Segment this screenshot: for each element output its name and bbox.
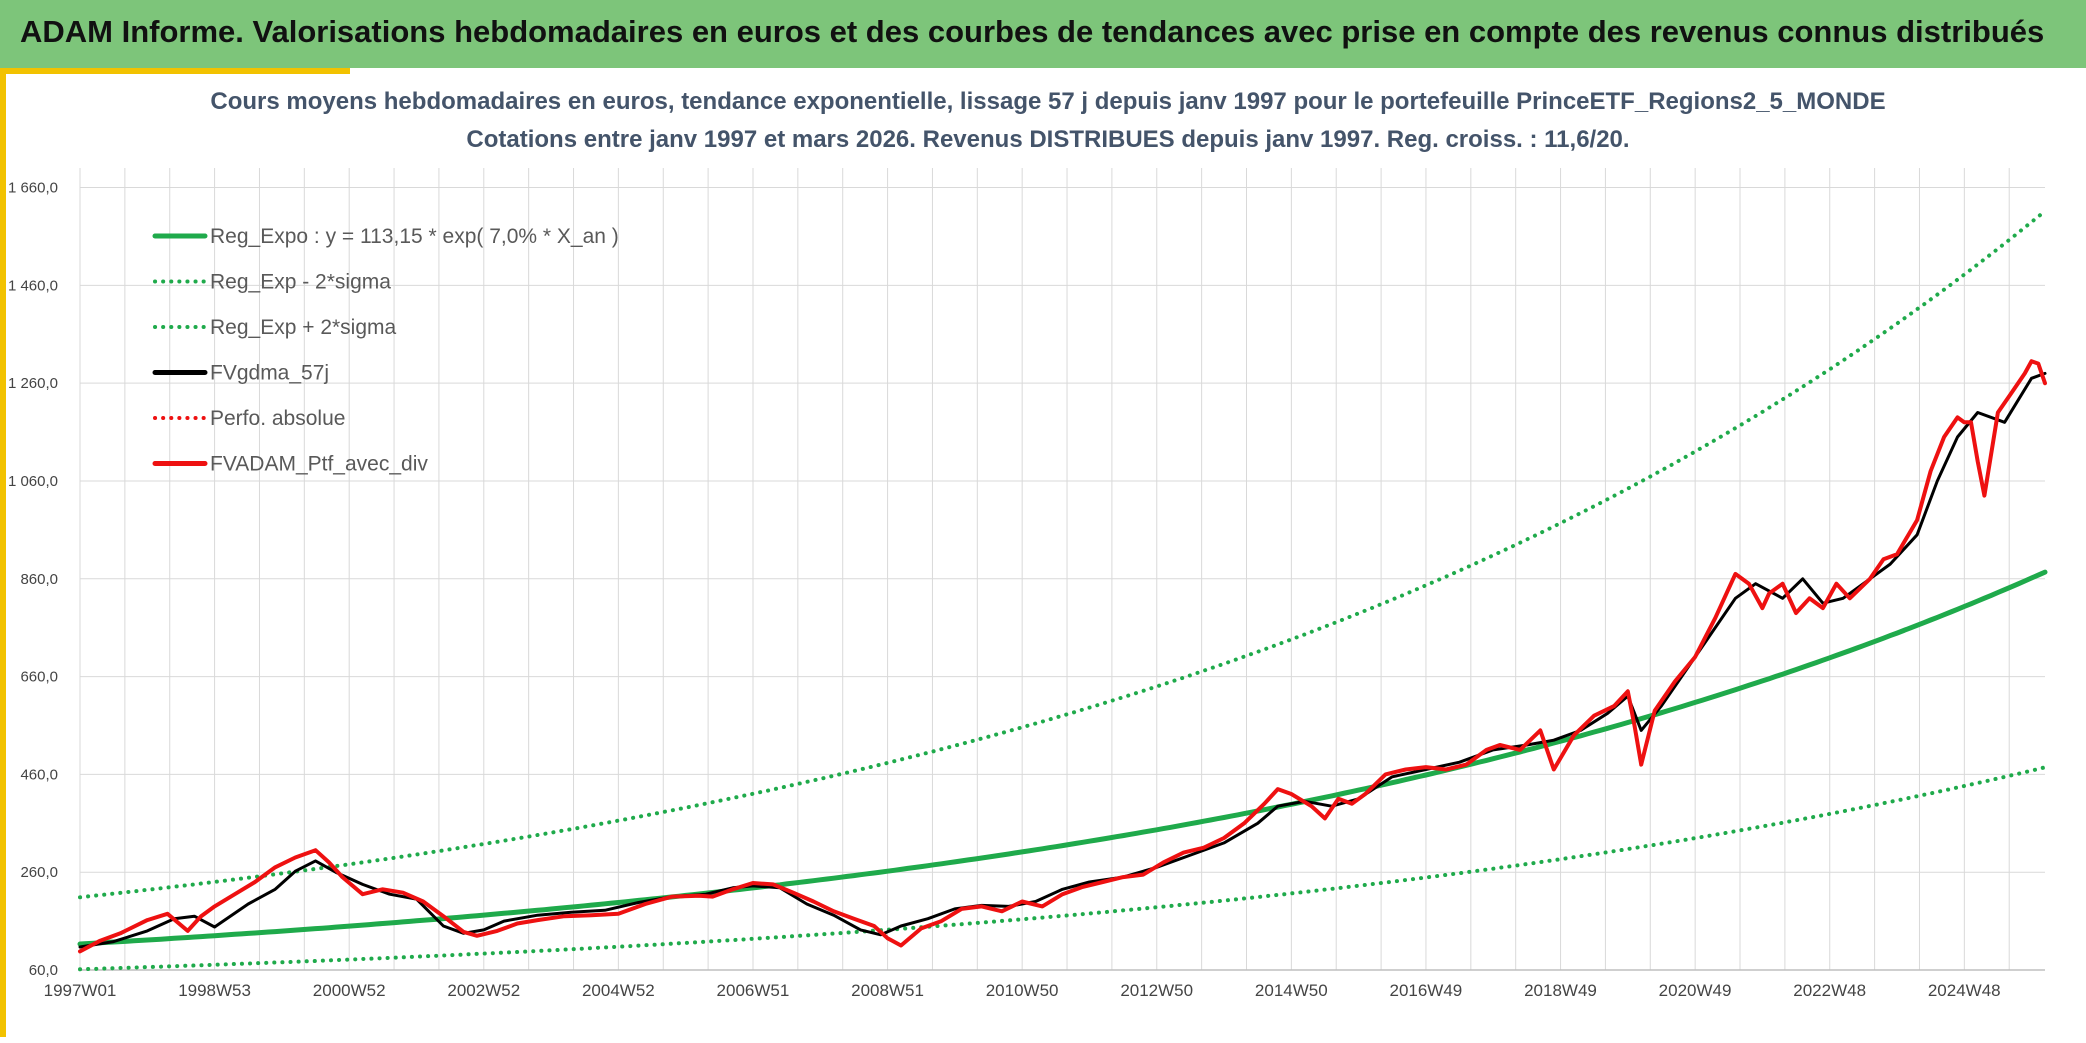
chart-title: Cours moyens hebdomadaires en euros, ten…	[210, 88, 1885, 115]
series-line-reg-exp	[78, 209, 2047, 900]
legend: Reg_Expo : y = 113,15 * exp( 7,0% * X_an…	[152, 225, 619, 476]
x-tick-label: 1998W53	[178, 981, 251, 1000]
y-tick-label: 660,0	[20, 669, 58, 686]
accent-bar-left	[0, 68, 6, 1043]
x-tick-label: 2016W49	[1389, 981, 1462, 1000]
y-axis: 60,0 260,0 460,0 660,0 860,0 1 060,0 1 260,0 1 …	[8, 180, 58, 979]
x-tick-label: 2022W48	[1793, 981, 1866, 1000]
x-tick-label: 1997W01	[44, 981, 117, 1000]
line-chart: Cours moyens hebdomadaires en euros, ten…	[0, 68, 2086, 1043]
x-tick-label: 2014W50	[1255, 981, 1328, 1000]
x-tick-label: 2012W50	[1120, 981, 1193, 1000]
x-tick-label: 2006W51	[717, 981, 790, 1000]
legend-label: FVgdma_57j	[210, 362, 329, 385]
legend-label: Reg_Exp + 2*sigma	[210, 316, 397, 339]
series-line-fvadam-ptf-avec-div	[78, 359, 2047, 954]
x-tick-label: 2020W49	[1659, 981, 1732, 1000]
chart-subtitle: Cotations entre janv 1997 et mars 2026. …	[466, 126, 1629, 153]
x-tick-label: 2010W50	[986, 981, 1059, 1000]
legend-label: FVADAM_Ptf_avec_div	[210, 453, 428, 476]
y-tick-label: 60,0	[29, 962, 58, 979]
y-tick-label: 1 460,0	[8, 277, 58, 294]
gridlines	[79, 168, 2045, 971]
x-tick-label: 2024W48	[1928, 981, 2001, 1000]
x-tick-label: 2004W52	[582, 981, 655, 1000]
x-tick-label: 2002W52	[447, 981, 520, 1000]
series-line-reg-expo	[77, 569, 2048, 947]
y-tick-label: 1 260,0	[8, 375, 58, 392]
x-tick-label: 2018W49	[1524, 981, 1597, 1000]
plot-area	[77, 209, 2048, 972]
y-tick-label: 460,0	[20, 766, 58, 783]
header-title: ADAM Informe. Valorisations hebdomadaire…	[20, 14, 2045, 49]
legend-label: Reg_Exp - 2*sigma	[210, 271, 391, 294]
accent-bar-bottom	[0, 1037, 2086, 1043]
y-tick-label: 1 660,0	[8, 180, 58, 197]
legend-label: Reg_Expo : y = 113,15 * exp( 7,0% * X_an…	[210, 225, 619, 248]
series-line-reg-exp	[78, 765, 2047, 972]
y-tick-label: 260,0	[20, 864, 58, 881]
x-axis: 1997W01 1998W53 2000W52 2002W52 2004W52 2006W…	[44, 969, 2045, 1000]
x-tick-label: 2000W52	[313, 981, 386, 1000]
accent-bar-top	[0, 68, 350, 74]
y-tick-label: 1 060,0	[8, 473, 58, 490]
x-tick-label: 2008W51	[851, 981, 924, 1000]
series-line-fvgdma-57j	[78, 371, 2047, 949]
header-banner: ADAM Informe. Valorisations hebdomadaire…	[0, 0, 2086, 68]
legend-label: Perfo. absolue	[210, 407, 345, 430]
y-tick-label: 860,0	[20, 571, 58, 588]
